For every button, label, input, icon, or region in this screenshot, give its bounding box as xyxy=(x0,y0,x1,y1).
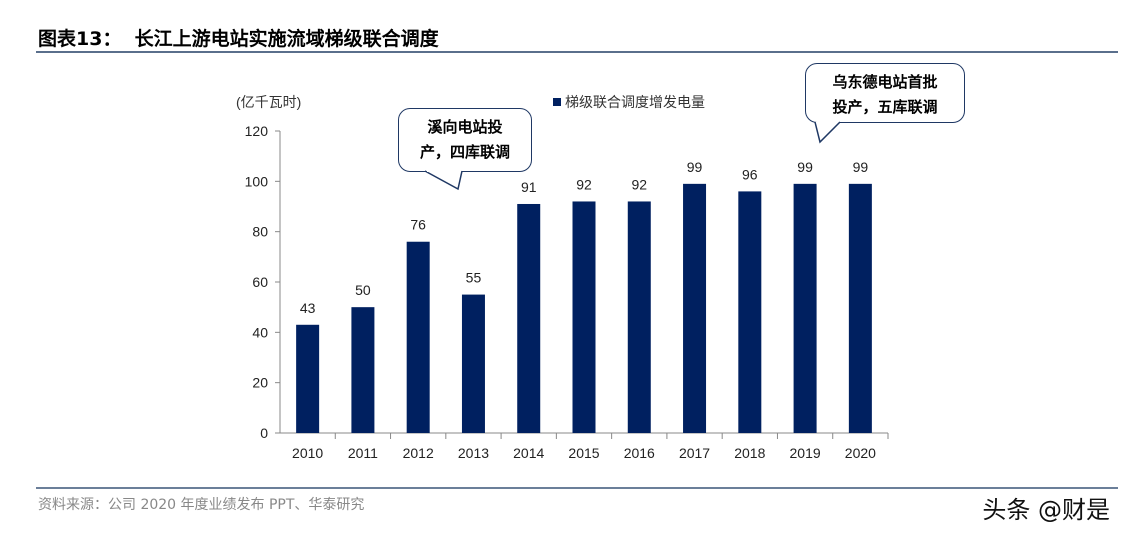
y-tick-label: 20 xyxy=(252,375,268,391)
annotation-xiangjiaba: 溪向电站投 产，四库联调 xyxy=(398,108,532,172)
bar xyxy=(627,201,651,433)
x-tick-label: 2017 xyxy=(679,445,710,461)
x-tick-label: 2016 xyxy=(624,445,655,461)
y-unit-label: (亿千瓦时) xyxy=(236,94,301,110)
bar xyxy=(793,183,817,433)
data-label: 92 xyxy=(631,176,647,192)
footer-divider xyxy=(36,487,1118,489)
data-label: 91 xyxy=(521,179,537,195)
x-tick-label: 2020 xyxy=(845,445,876,461)
bar xyxy=(296,324,320,433)
data-label: 96 xyxy=(742,166,758,182)
data-label: 43 xyxy=(300,300,316,316)
bar xyxy=(461,294,485,433)
data-label: 50 xyxy=(355,282,371,298)
data-label: 55 xyxy=(466,270,482,286)
x-tick-label: 2012 xyxy=(403,445,434,461)
figure-title: 图表13： 长江上游电站实施流域梯级联合调度 xyxy=(38,28,439,50)
data-label: 99 xyxy=(797,159,813,175)
legend-swatch xyxy=(553,98,561,106)
bar xyxy=(848,183,872,433)
y-tick-label: 0 xyxy=(260,425,268,441)
x-tick-label: 2013 xyxy=(458,445,489,461)
annotation-line: 投产，五库联调 xyxy=(832,98,938,116)
data-label: 99 xyxy=(853,159,869,175)
y-tick-label: 100 xyxy=(245,173,269,189)
source-note: 资料来源：公司 2020 年度业绩发布 PPT、华泰研究 xyxy=(38,497,365,513)
x-tick-label: 2011 xyxy=(348,445,378,461)
y-tick-label: 120 xyxy=(245,123,269,139)
annotation-wudongde: 乌东德电站首批 投产，五库联调 xyxy=(805,63,965,123)
x-tick-label: 2015 xyxy=(568,445,599,461)
watermark: 头条 @财是 xyxy=(982,496,1110,524)
bar xyxy=(572,201,596,433)
y-tick-label: 60 xyxy=(252,274,268,290)
bar xyxy=(683,183,707,433)
data-label: 99 xyxy=(687,159,703,175)
y-tick-label: 80 xyxy=(252,224,268,240)
x-tick-label: 2010 xyxy=(292,445,323,461)
bar xyxy=(406,241,430,433)
legend-label: 梯级联合调度增发电量 xyxy=(565,94,705,110)
annotation-line: 溪向电站投 xyxy=(427,118,503,136)
bar xyxy=(738,191,762,433)
bar xyxy=(351,307,375,433)
x-tick-label: 2014 xyxy=(513,445,544,461)
annotation-line: 乌东德电站首批 xyxy=(832,73,938,91)
x-tick-label: 2018 xyxy=(734,445,765,461)
bar xyxy=(517,203,541,433)
data-label: 92 xyxy=(576,176,592,192)
data-label: 76 xyxy=(410,217,426,233)
y-tick-label: 40 xyxy=(252,324,268,340)
annotation-line: 产，四库联调 xyxy=(419,143,510,161)
x-tick-label: 2019 xyxy=(790,445,821,461)
title-divider xyxy=(36,51,1118,53)
